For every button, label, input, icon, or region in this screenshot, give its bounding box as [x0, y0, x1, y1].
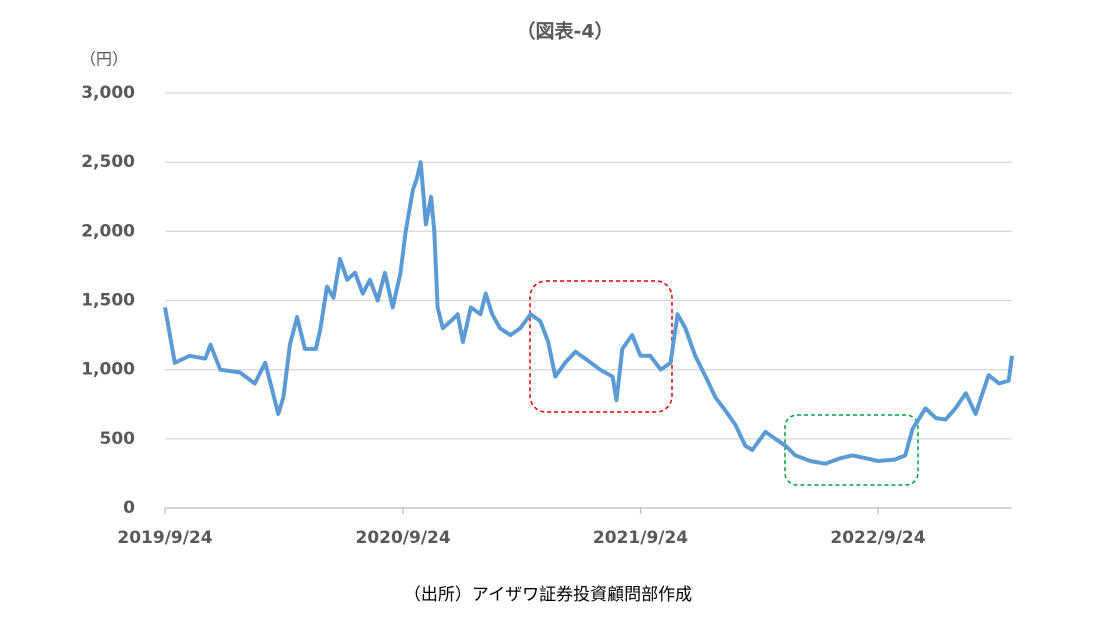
y-unit: （円）	[80, 50, 128, 69]
x-tick-label: 2021/9/24	[593, 528, 688, 548]
highlight-box	[784, 414, 919, 486]
y-tick-label: 2,500	[81, 152, 135, 172]
y-tick-label: 1,000	[81, 360, 135, 380]
source-note: （出所）アイザワ証券投資顧問部作成	[404, 585, 692, 605]
chart-title: （図表-4）	[516, 20, 613, 43]
x-tick-label: 2020/9/24	[355, 528, 450, 548]
y-tick-label: 500	[100, 429, 136, 449]
x-tick-label: 2019/9/24	[117, 528, 212, 548]
y-tick-label: 0	[123, 498, 135, 518]
y-tick-label: 1,500	[81, 291, 135, 311]
y-tick-label: 3,000	[81, 83, 135, 103]
y-tick-label: 2,000	[81, 221, 135, 241]
price-line	[163, 160, 1014, 466]
x-tick-label: 2022/9/24	[830, 528, 925, 548]
